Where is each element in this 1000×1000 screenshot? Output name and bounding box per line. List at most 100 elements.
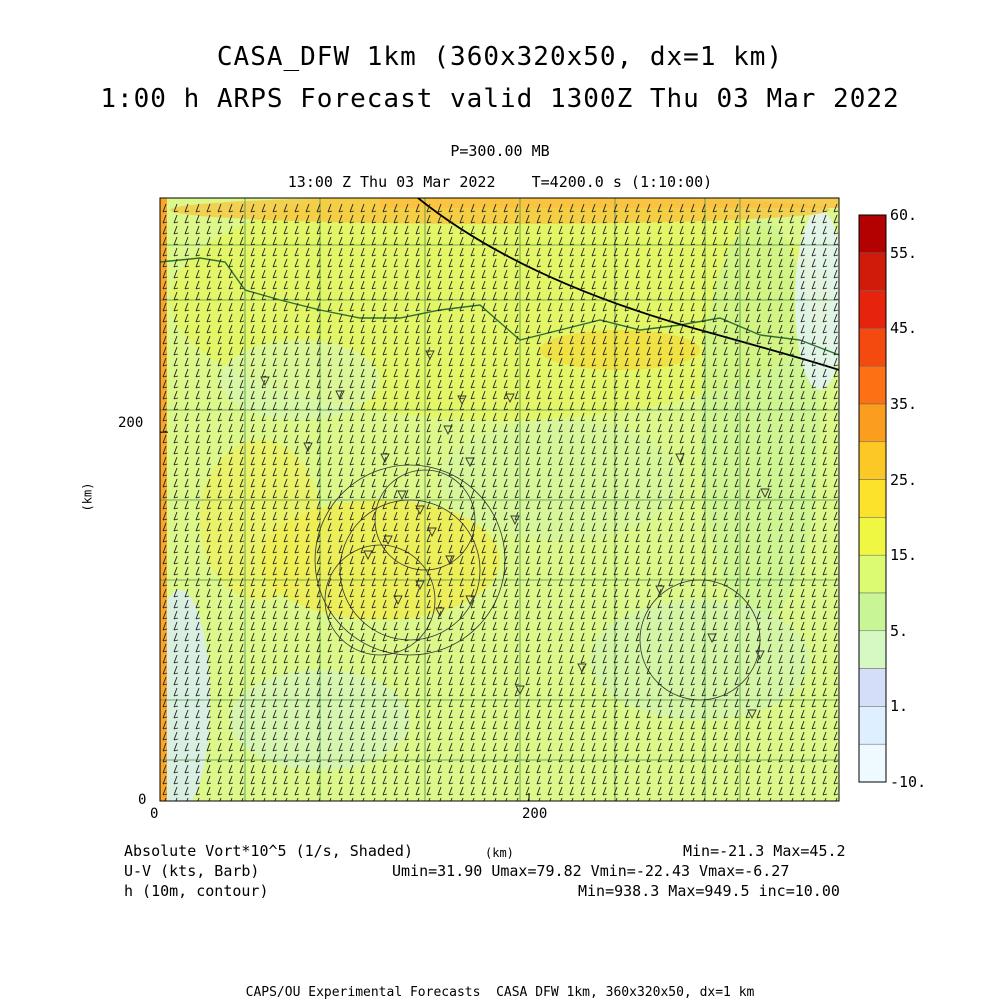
wind-barb <box>569 291 575 301</box>
wind-barb <box>723 291 729 301</box>
wind-barb <box>338 324 344 334</box>
wind-barb <box>371 291 377 301</box>
wind-barb <box>745 247 751 257</box>
wind-barb <box>822 269 828 279</box>
wind-barb <box>206 258 212 268</box>
wind-barb <box>404 269 410 279</box>
shade-blob <box>220 340 380 420</box>
wind-barb <box>646 236 652 246</box>
height-contour <box>339 499 481 641</box>
wind-barb <box>393 247 399 257</box>
wind-barb <box>195 280 201 290</box>
wind-barb <box>470 236 476 246</box>
wind-barb <box>514 247 520 257</box>
wind-barb <box>525 269 531 279</box>
wind-barb <box>635 280 641 290</box>
wind-barb <box>547 247 553 257</box>
wind-barb <box>734 313 740 323</box>
wind-barb <box>712 225 718 235</box>
wind-barb <box>635 302 641 312</box>
wind-barb <box>668 302 674 312</box>
wind-barb <box>481 236 487 246</box>
wind-barb <box>756 313 762 323</box>
wind-barb <box>239 269 245 279</box>
wind-barb <box>448 269 454 279</box>
y-axis-unit: (km) <box>80 482 95 512</box>
wind-barb <box>261 214 267 224</box>
wind-barb <box>767 280 773 290</box>
wind-barb <box>558 236 564 246</box>
wind-barb <box>173 214 179 224</box>
wind-barb <box>690 247 696 257</box>
wind-barb <box>536 280 542 290</box>
wind-barb <box>426 214 432 224</box>
wind-barb <box>822 313 828 323</box>
wind-barb <box>668 247 674 257</box>
wind-barb <box>305 258 311 268</box>
wind-barb <box>767 291 773 301</box>
wind-barb <box>272 291 278 301</box>
left-edge-band <box>160 198 167 801</box>
wind-barb <box>415 258 421 268</box>
wind-barb <box>217 313 223 323</box>
wind-barb <box>349 313 355 323</box>
wind-barb <box>283 258 289 268</box>
wind-barb <box>349 258 355 268</box>
wind-barb <box>349 203 355 213</box>
wind-barb <box>569 214 575 224</box>
wind-barb <box>272 302 278 312</box>
wind-barb <box>679 269 685 279</box>
wind-barb <box>481 280 487 290</box>
wind-barb <box>316 236 322 246</box>
wind-barb <box>162 269 168 279</box>
wind-barb <box>228 313 234 323</box>
wind-barb <box>591 214 597 224</box>
wind-barb <box>591 269 597 279</box>
wind-barb <box>228 302 234 312</box>
valid-time-label: 13:00 Z Thu 03 Mar 2022 T=4200.0 s (1:10… <box>287 173 713 191</box>
wind-barb <box>228 203 234 213</box>
vorticity-field <box>160 198 839 801</box>
shade-blob <box>590 600 810 720</box>
wind-barb <box>613 236 619 246</box>
wind-barb <box>503 269 509 279</box>
wind-barb <box>184 291 190 301</box>
wind-barb <box>184 313 190 323</box>
wind-barb <box>668 203 674 213</box>
colorbar-swatch <box>858 706 887 745</box>
wind-barb <box>470 247 476 257</box>
wind-barb <box>811 269 817 279</box>
wind-barb <box>723 258 729 268</box>
wind-barb <box>558 291 564 301</box>
wind-barb <box>228 225 234 235</box>
wind-barb <box>459 214 465 224</box>
wind-barb <box>580 313 586 323</box>
wind-barb <box>679 313 685 323</box>
wind-barb <box>294 324 300 334</box>
wind-barb <box>426 258 432 268</box>
wind-barb <box>558 302 564 312</box>
colorbar-swatch <box>858 403 887 443</box>
wind-barb <box>261 203 267 213</box>
wind-barb <box>404 247 410 257</box>
wind-barb <box>591 313 597 323</box>
colorbar-swatch <box>858 290 887 329</box>
wind-barb <box>789 258 795 268</box>
wind-barb <box>503 280 509 290</box>
colorbar-swatch <box>858 517 887 556</box>
wind-barb <box>822 236 828 246</box>
wind-barb <box>426 225 432 235</box>
wind-barb <box>349 225 355 235</box>
wind-barb <box>184 258 190 268</box>
credit-line: CAPS/OU Experimental Forecasts CASA DFW … <box>245 985 755 1000</box>
wind-barb <box>547 269 553 279</box>
wind-barb <box>833 313 839 323</box>
wind-barb <box>833 214 839 224</box>
wind-barb <box>437 269 443 279</box>
wind-barb <box>283 280 289 290</box>
wind-barb <box>261 302 267 312</box>
wind-barb <box>327 302 333 312</box>
wind-barb <box>437 203 443 213</box>
wind-barb <box>415 236 421 246</box>
wind-barb <box>734 280 740 290</box>
